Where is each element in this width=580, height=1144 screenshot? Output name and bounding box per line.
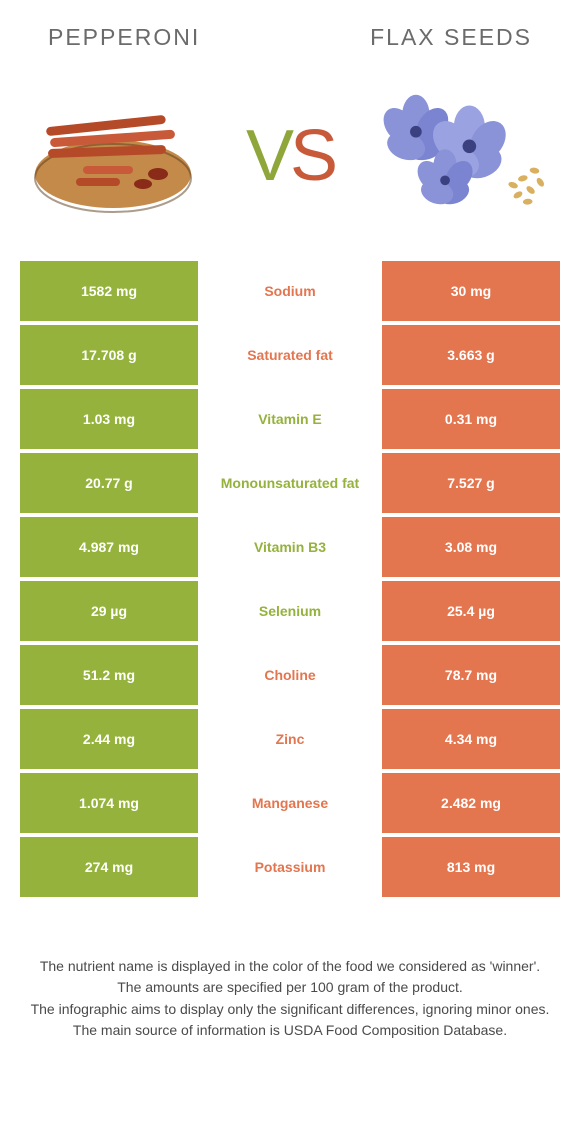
note-line: The infographic aims to display only the… bbox=[30, 999, 550, 1019]
nutrient-label-cell: Vitamin B3 bbox=[198, 517, 382, 577]
table-row: 1.074 mgManganese2.482 mg bbox=[20, 773, 560, 833]
nutrient-label-cell: Vitamin E bbox=[198, 389, 382, 449]
table-row: 29 µgSelenium25.4 µg bbox=[20, 581, 560, 641]
left-value-cell: 2.44 mg bbox=[20, 709, 198, 769]
table-row: 17.708 gSaturated fat3.663 g bbox=[20, 325, 560, 385]
left-value-cell: 1582 mg bbox=[20, 261, 198, 321]
note-line: The nutrient name is displayed in the co… bbox=[30, 956, 550, 976]
right-value-cell: 25.4 µg bbox=[382, 581, 560, 641]
left-value-cell: 20.77 g bbox=[20, 453, 198, 513]
table-row: 20.77 gMonounsaturated fat7.527 g bbox=[20, 453, 560, 513]
nutrient-label-cell: Choline bbox=[198, 645, 382, 705]
left-value-cell: 274 mg bbox=[20, 837, 198, 897]
table-row: 1.03 mgVitamin E0.31 mg bbox=[20, 389, 560, 449]
infographic-container: pepperoni flax seeds VS bbox=[0, 0, 580, 1040]
table-row: 1582 mgSodium30 mg bbox=[20, 261, 560, 321]
nutrient-label-cell: Selenium bbox=[198, 581, 382, 641]
left-value-cell: 51.2 mg bbox=[20, 645, 198, 705]
flax-illustration bbox=[377, 91, 552, 221]
left-value-cell: 29 µg bbox=[20, 581, 198, 641]
table-row: 4.987 mgVitamin B33.08 mg bbox=[20, 517, 560, 577]
vs-label: VS bbox=[246, 115, 334, 197]
right-value-cell: 30 mg bbox=[382, 261, 560, 321]
nutrient-table: 1582 mgSodium30 mg17.708 gSaturated fat3… bbox=[20, 261, 560, 897]
nutrient-label-cell: Sodium bbox=[198, 261, 382, 321]
table-row: 2.44 mgZinc4.34 mg bbox=[20, 709, 560, 769]
right-value-cell: 3.08 mg bbox=[382, 517, 560, 577]
note-line: The main source of information is USDA F… bbox=[30, 1020, 550, 1040]
nutrient-label-cell: Potassium bbox=[198, 837, 382, 897]
pepperoni-illustration bbox=[28, 91, 203, 221]
header-row: pepperoni flax seeds bbox=[0, 0, 580, 61]
right-value-cell: 3.663 g bbox=[382, 325, 560, 385]
left-value-cell: 1.074 mg bbox=[20, 773, 198, 833]
left-value-cell: 1.03 mg bbox=[20, 389, 198, 449]
right-value-cell: 7.527 g bbox=[382, 453, 560, 513]
pepperoni-icon bbox=[28, 96, 203, 216]
footnotes: The nutrient name is displayed in the co… bbox=[0, 901, 580, 1040]
note-line: The amounts are specified per 100 gram o… bbox=[30, 977, 550, 997]
right-value-cell: 4.34 mg bbox=[382, 709, 560, 769]
flax-icon bbox=[377, 91, 552, 221]
right-value-cell: 78.7 mg bbox=[382, 645, 560, 705]
vs-s-letter: S bbox=[290, 116, 334, 196]
left-food-title: pepperoni bbox=[48, 24, 200, 51]
vs-v-letter: V bbox=[246, 116, 290, 196]
nutrient-label-cell: Saturated fat bbox=[198, 325, 382, 385]
right-value-cell: 0.31 mg bbox=[382, 389, 560, 449]
nutrient-label-cell: Monounsaturated fat bbox=[198, 453, 382, 513]
right-value-cell: 2.482 mg bbox=[382, 773, 560, 833]
table-row: 51.2 mgCholine78.7 mg bbox=[20, 645, 560, 705]
left-value-cell: 4.987 mg bbox=[20, 517, 198, 577]
right-value-cell: 813 mg bbox=[382, 837, 560, 897]
left-value-cell: 17.708 g bbox=[20, 325, 198, 385]
right-food-title: flax seeds bbox=[370, 24, 532, 51]
images-row: VS bbox=[0, 61, 580, 261]
nutrient-label-cell: Zinc bbox=[198, 709, 382, 769]
nutrient-label-cell: Manganese bbox=[198, 773, 382, 833]
seeds bbox=[508, 167, 546, 205]
table-row: 274 mgPotassium813 mg bbox=[20, 837, 560, 897]
